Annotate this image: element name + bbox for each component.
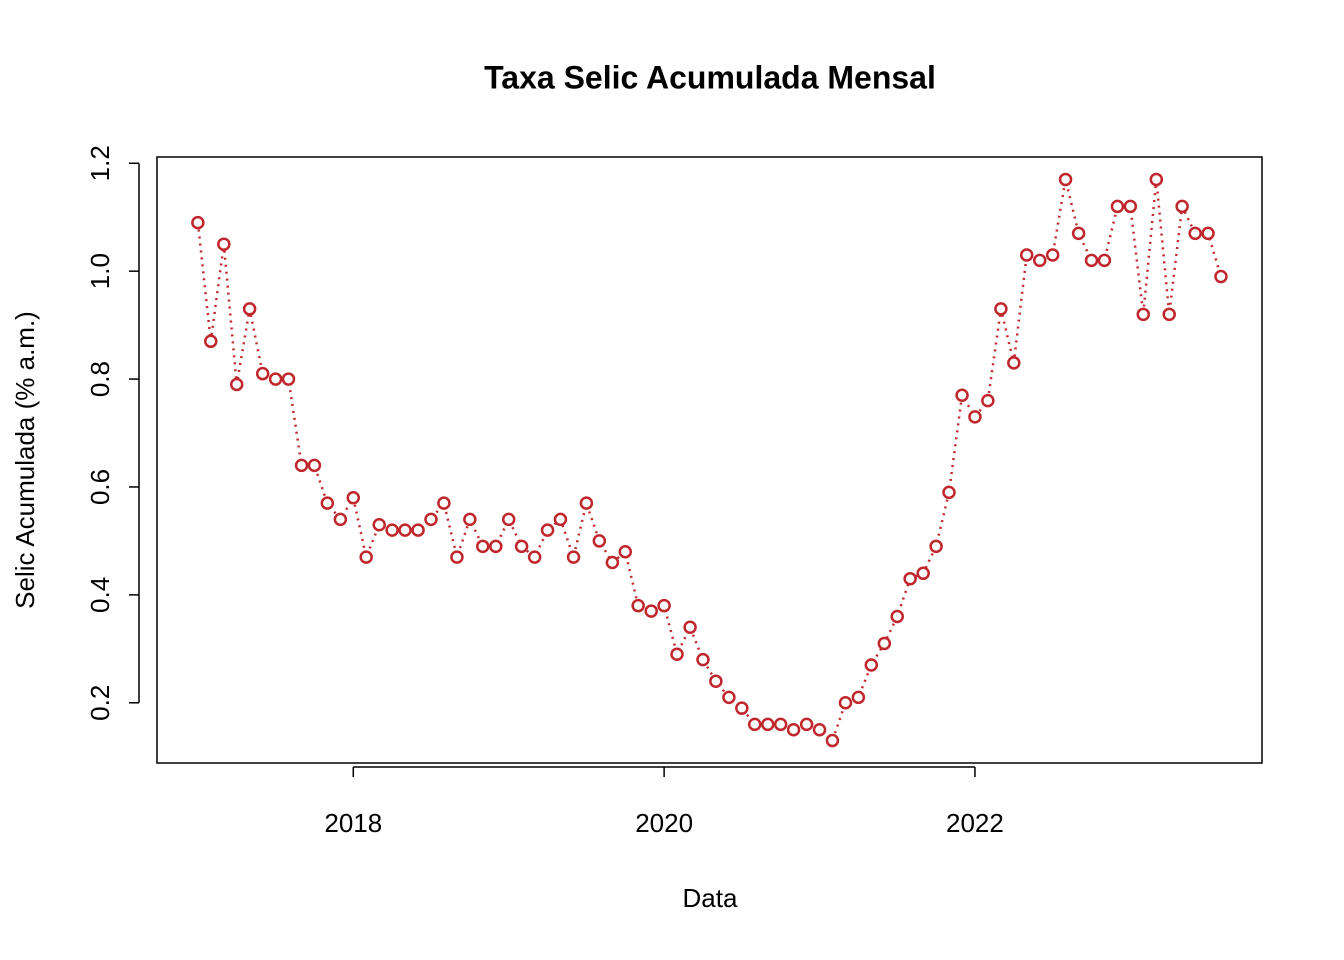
- data-point: [890, 609, 904, 624]
- data-point: [489, 539, 503, 554]
- y-tick-label: 0.2: [85, 685, 115, 721]
- data-point: [670, 647, 684, 661]
- data-point: [877, 636, 892, 651]
- data-point: [398, 523, 412, 537]
- data-point: [204, 334, 218, 349]
- data-point: [747, 717, 762, 732]
- data-point: [242, 302, 257, 316]
- data-point: [540, 523, 555, 537]
- data-point: [1110, 199, 1125, 214]
- data-point: [450, 550, 464, 564]
- data-point: [191, 215, 205, 230]
- x-tick-label: 2022: [946, 808, 1004, 838]
- data-point: [864, 658, 879, 672]
- data-point: [735, 701, 749, 715]
- data-point: [1162, 307, 1176, 322]
- data-point: [981, 393, 995, 408]
- data-point: [618, 544, 633, 559]
- data-point: [1149, 172, 1164, 187]
- data-point: [1071, 226, 1086, 241]
- chart-title: Taxa Selic Acumulada Mensal: [484, 59, 936, 95]
- y-tick-label: 0.4: [85, 577, 115, 613]
- data-point: [696, 652, 710, 667]
- data-point: [553, 512, 568, 527]
- data-point: [1136, 307, 1151, 322]
- data-point: [709, 674, 723, 688]
- data-point: [424, 512, 438, 527]
- data-point: [333, 512, 348, 527]
- data-point: [359, 550, 373, 564]
- data-point: [903, 571, 917, 586]
- data-point: [851, 690, 866, 705]
- data-point: [501, 512, 516, 527]
- data-point: [1097, 253, 1112, 268]
- data-point: [346, 491, 361, 505]
- y-tick-label: 1.2: [85, 145, 115, 181]
- y-tick-label: 0.8: [85, 361, 115, 397]
- data-point: [722, 690, 736, 705]
- data-point: [268, 372, 283, 386]
- data-point: [579, 496, 594, 510]
- data-point: [1019, 248, 1034, 262]
- data-point: [1007, 356, 1021, 370]
- data-point: [968, 410, 982, 424]
- data-point: [463, 512, 477, 527]
- data-point: [217, 237, 231, 251]
- data-point: [255, 366, 270, 381]
- data-point: [1058, 172, 1073, 187]
- data-point: [838, 696, 853, 710]
- data-point: [229, 377, 244, 392]
- data-point: [605, 555, 620, 570]
- y-tick-label: 1.0: [85, 253, 115, 289]
- data-point: [657, 598, 671, 613]
- data-point: [1084, 253, 1099, 268]
- data-point: [1175, 199, 1189, 214]
- data-point: [566, 550, 581, 564]
- data-point: [761, 717, 775, 732]
- data-point: [942, 485, 956, 500]
- data-point: [514, 539, 529, 554]
- data-point: [812, 723, 827, 737]
- data-point: [631, 598, 645, 613]
- data-point: [411, 523, 425, 537]
- data-point: [799, 717, 814, 732]
- data-point: [307, 458, 322, 473]
- data-point: [773, 717, 788, 732]
- data-point: [929, 539, 943, 554]
- data-point: [437, 496, 451, 510]
- x-tick-label: 2018: [324, 808, 382, 838]
- series-line: [196, 179, 1223, 743]
- data-point: [320, 496, 335, 510]
- data-point: [1033, 253, 1047, 268]
- x-axis-label: Data: [683, 883, 738, 913]
- data-point: [475, 539, 490, 554]
- x-tick-label: 2020: [635, 808, 693, 838]
- data-point: [916, 566, 930, 581]
- data-point: [1214, 269, 1228, 284]
- plot-frame: [156, 156, 1263, 764]
- data-point: [683, 620, 697, 635]
- data-point: [294, 458, 309, 473]
- data-point: [385, 523, 399, 537]
- data-point: [786, 723, 801, 737]
- data-point: [1123, 199, 1138, 214]
- data-point: [1045, 248, 1060, 262]
- data-point: [644, 604, 658, 618]
- data-point: [994, 302, 1008, 316]
- data-point: [1201, 226, 1215, 241]
- y-axis-label: Selic Acumulada (% a.m.): [10, 311, 40, 609]
- data-point: [281, 372, 296, 386]
- y-tick-label: 0.6: [85, 469, 115, 505]
- data-point: [527, 550, 542, 564]
- data-point: [592, 534, 607, 548]
- data-point: [1188, 226, 1202, 241]
- data-point: [955, 388, 969, 403]
- data-point: [825, 733, 840, 748]
- data-point: [372, 517, 386, 532]
